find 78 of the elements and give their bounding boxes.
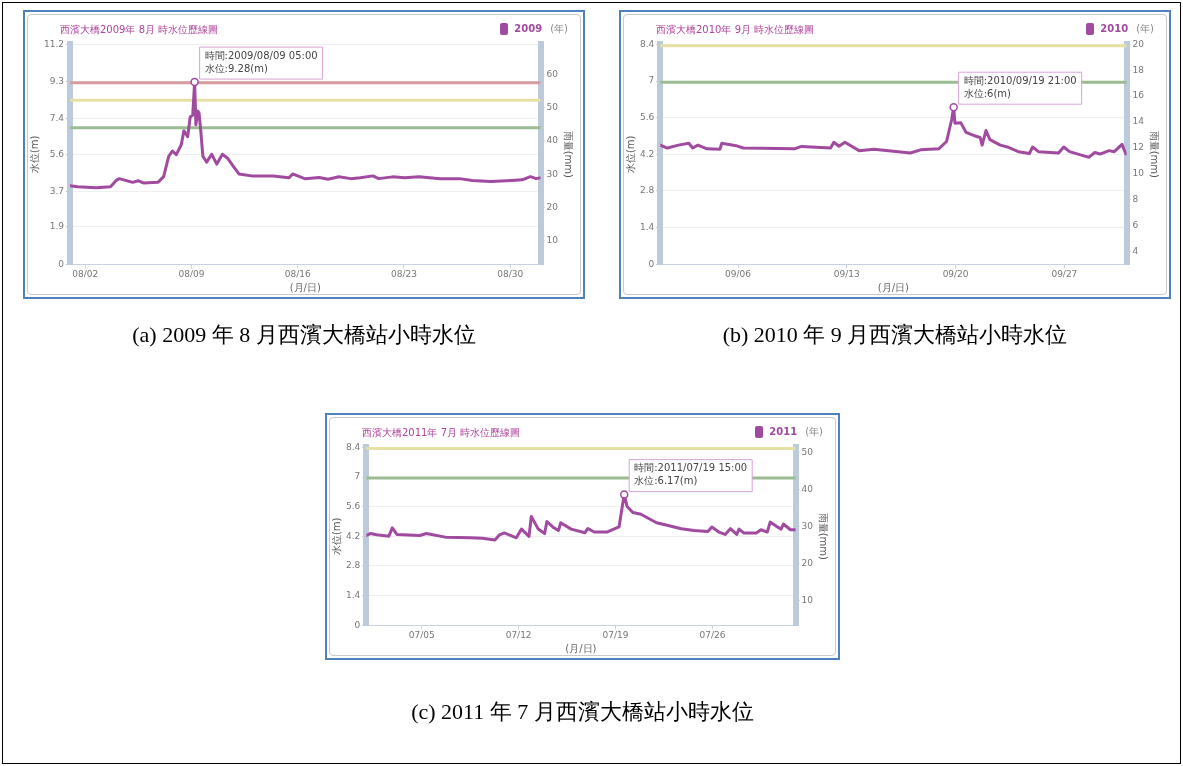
x-axis-title: (月/日): [565, 642, 597, 654]
x-tick-label: 08/16: [284, 268, 311, 279]
legend-title: (年): [550, 23, 568, 35]
x-axis-title: (月/日): [877, 281, 910, 293]
x-tick-label: 09/06: [725, 268, 752, 279]
y-tick-label: 8.4: [639, 38, 655, 49]
legend-label: 2009: [514, 23, 543, 35]
y-tick-label: 9.3: [49, 76, 65, 87]
y-tick-label: 7: [648, 75, 655, 86]
y2-tick-label: 50: [801, 447, 814, 458]
legend-label: 2011: [769, 426, 798, 438]
y-tick-label: 3.7: [49, 185, 65, 196]
y2-tick-label: 20: [1132, 38, 1145, 49]
chart-title: 西濱大橋2011年 7月 時水位歷線圖: [362, 427, 521, 439]
y-tick-label: 5.6: [49, 148, 65, 159]
y2-tick-label: 20: [801, 557, 814, 568]
y-tick-label: 2.8: [639, 185, 655, 196]
x-tick-label: 07/19: [602, 629, 629, 640]
legend-title: (年): [1136, 23, 1154, 35]
y2-tick-label: 16: [1132, 90, 1145, 101]
y2-tick-label: 50: [546, 102, 559, 113]
y2-tick-label: 30: [801, 520, 814, 531]
y-tick-label: 0: [354, 619, 361, 630]
y2-tick-label: 4: [1132, 245, 1139, 256]
y2-tick-label: 8: [1132, 193, 1139, 204]
x-tick-label: 08/23: [390, 268, 417, 279]
annotation: 時間:2011/07/19 15:00 水位:6.17(m): [634, 462, 748, 487]
y-tick-label: 1.4: [345, 589, 361, 600]
x-tick-label: 07/26: [699, 629, 726, 640]
x-tick-label: 07/12: [505, 629, 532, 640]
legend-title: (年): [805, 426, 823, 438]
y-axis-title: 水位(m): [624, 135, 636, 174]
y-tick-label: 8.4: [345, 441, 361, 452]
legend-label: 2010: [1100, 23, 1129, 35]
y2-axis-title: 雨量(mm): [563, 130, 575, 179]
annotation: 時間:2010/09/19 21:00 水位:6(m): [963, 74, 1077, 99]
y2-axis-title: 雨量(mm): [1149, 130, 1161, 179]
y2-tick-label: 20: [546, 201, 559, 212]
y2-tick-label: 40: [546, 135, 559, 146]
y-tick-label: 0: [648, 258, 655, 269]
x-tick-label: 08/09: [178, 268, 205, 279]
y2-tick-label: 60: [546, 68, 559, 79]
x-tick-label: 09/13: [833, 268, 860, 279]
y-tick-label: 2.8: [345, 560, 361, 571]
y-tick-label: 4.2: [345, 530, 361, 541]
y2-tick-label: 40: [801, 484, 814, 495]
y-tick-label: 7: [354, 471, 361, 482]
y-tick-label: 7.4: [49, 113, 65, 124]
x-tick-label: 07/05: [408, 629, 435, 640]
x-axis-title: (月/日): [289, 281, 321, 293]
y2-tick-label: 10: [1132, 168, 1145, 179]
y2-tick-label: 30: [546, 168, 559, 179]
x-tick-label: 08/30: [497, 268, 524, 279]
chart-title: 西濱大橋2010年 9月 時水位歷線圖: [656, 24, 815, 36]
y-axis-title: 水位(m): [330, 517, 342, 556]
y-tick-label: 1.4: [639, 221, 655, 232]
x-tick-label: 08/02: [72, 268, 99, 279]
y2-tick-label: 14: [1132, 116, 1145, 127]
y2-tick-label: 10: [801, 594, 814, 605]
text: (b) 2010 年 9 月西濱大橋站小時水位: [721, 321, 1069, 349]
chart-title: 西濱大橋2009年 8月 時水位歷線圖: [60, 24, 219, 36]
y-tick-label: 5.6: [639, 112, 655, 123]
y2-tick-label: 10: [546, 235, 559, 246]
x-tick-label: 09/27: [1051, 268, 1078, 279]
y-tick-label: 0: [58, 258, 65, 269]
y2-tick-label: 6: [1132, 219, 1139, 230]
y2-axis-title: 雨量(mm): [818, 512, 830, 561]
annotation: 時間:2009/08/09 05:00 水位:9.28(m): [204, 49, 318, 74]
y-tick-label: 5.6: [345, 501, 361, 512]
y-tick-label: 4.2: [639, 148, 655, 159]
text: (a) 2009 年 8 月西濱大橋站小時水位: [131, 321, 477, 349]
x-tick-label: 09/20: [942, 268, 969, 279]
y-tick-label: 11.2: [43, 38, 65, 49]
text: (c) 2011 年 7 月西濱大橋站小時水位: [410, 698, 755, 726]
y2-tick-label: 18: [1132, 64, 1145, 75]
y-axis-title: 水位(m): [28, 135, 40, 174]
y2-tick-label: 12: [1132, 142, 1144, 153]
y-tick-label: 1.9: [49, 221, 65, 232]
